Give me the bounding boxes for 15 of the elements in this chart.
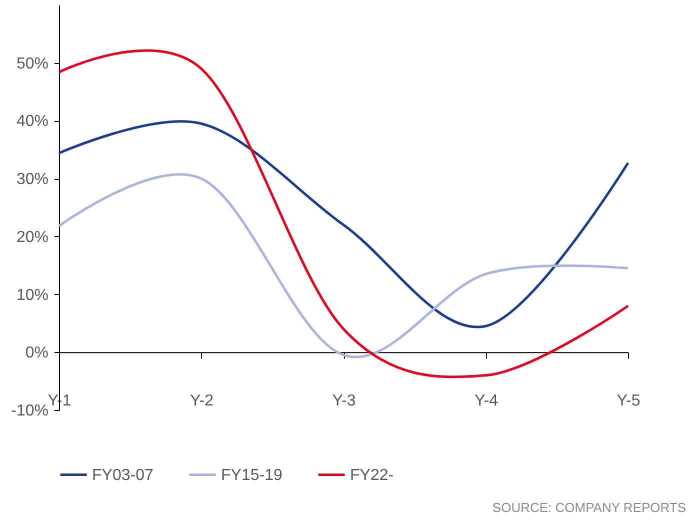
y-tick-label: -10%	[11, 402, 48, 420]
x-tick-label: Y-2	[190, 392, 214, 410]
y-tick-label: 20%	[16, 228, 48, 246]
y-tick-label: 0%	[25, 344, 48, 362]
x-tick-label: Y-5	[616, 392, 640, 410]
y-tick-label: 10%	[16, 286, 48, 304]
legend-label: FY22-	[350, 466, 394, 484]
y-tick-label: 30%	[16, 171, 48, 188]
y-tick-label: 50%	[16, 55, 48, 72]
y-tick-label: 40%	[16, 113, 48, 130]
legend-label: FY03-07	[92, 466, 154, 484]
legend-label: FY15-19	[221, 466, 282, 484]
source-note: SOURCE: COMPANY REPORTS	[492, 500, 686, 515]
x-tick-label: Y-3	[332, 392, 356, 410]
x-tick-label: Y-4	[474, 392, 498, 410]
